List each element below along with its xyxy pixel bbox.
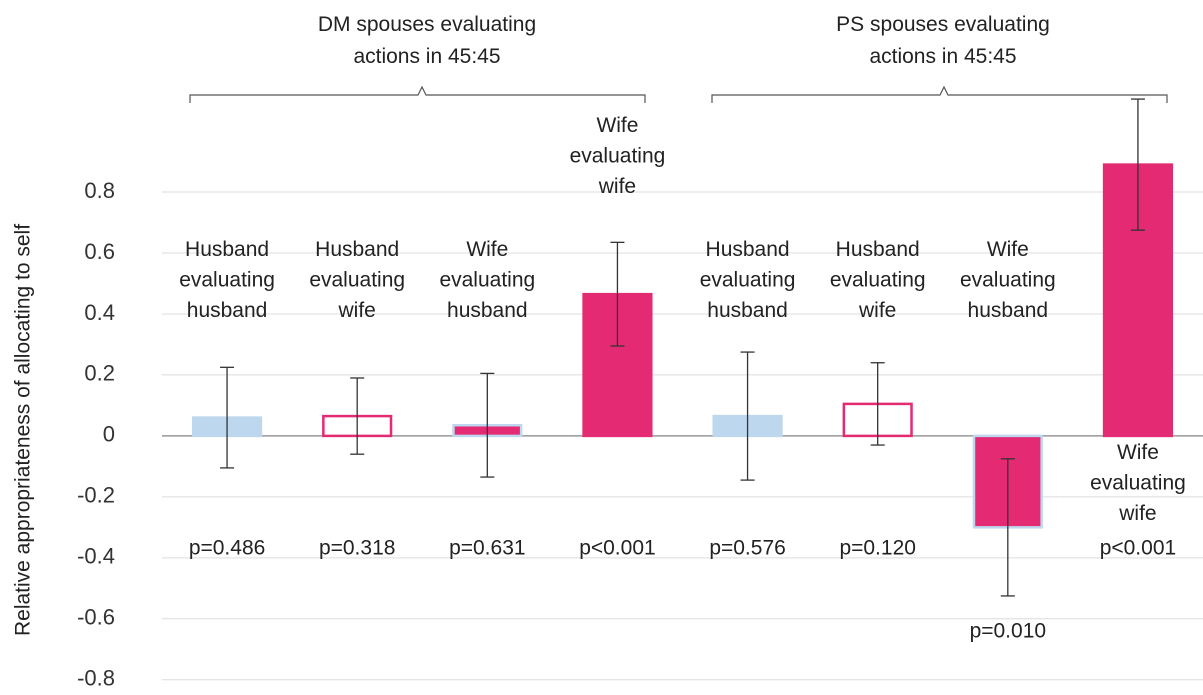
category-label-line: husband: [707, 299, 788, 322]
p-value: p=0.486: [189, 537, 266, 560]
category-label: Husband evaluating husband: [700, 238, 796, 322]
p-value: p<0.001: [1100, 537, 1177, 560]
p-value: p<0.001: [579, 537, 656, 560]
category-label-line: wife: [1118, 502, 1156, 525]
error-bar: [610, 241, 625, 347]
y-tick-label: -0.8: [77, 666, 115, 691]
category-label: Husband evaluating wife: [830, 238, 926, 322]
y-tick-label: -0.6: [77, 605, 115, 630]
category-label: Husband evaluating wife: [309, 238, 405, 322]
error-bar: [350, 377, 365, 455]
error-bar: [1000, 458, 1015, 597]
category-label-line: husband: [447, 299, 528, 322]
y-tick-label: 0.4: [84, 300, 115, 325]
group-label: DM spouses evaluating actions in 45:45: [318, 13, 536, 68]
p-value: p=0.120: [839, 537, 916, 560]
group-label-line: DM spouses evaluating: [318, 13, 536, 36]
category-label-line: Husband: [185, 238, 269, 261]
y-tick-label: 0.8: [84, 178, 115, 203]
group-label-line: PS spouses evaluating: [836, 13, 1050, 36]
y-tick-label: 0.6: [84, 239, 115, 264]
category-label: Husband evaluating husband: [179, 238, 275, 322]
category-label-line: wife: [598, 175, 636, 198]
category-label-line: evaluating: [700, 268, 796, 291]
category-label-line: Wife: [466, 238, 508, 261]
group-label-line: actions in 45:45: [353, 45, 500, 68]
y-axis-label: Relative appropriateness of allocating t…: [12, 224, 35, 636]
category-label-line: Wife: [987, 238, 1029, 261]
category-label-line: evaluating: [1090, 471, 1186, 494]
category-label-line: Husband: [706, 238, 790, 261]
category-label-line: Wife: [1117, 441, 1159, 464]
y-tick-label: -0.2: [77, 483, 115, 508]
p-value: p=0.010: [970, 620, 1047, 643]
error-bar: [1130, 98, 1145, 231]
group-brace: [711, 85, 1168, 103]
error-bar: [480, 372, 495, 478]
error-bar: [870, 362, 885, 446]
category-label-line: evaluating: [179, 268, 275, 291]
group-brace: [189, 85, 646, 103]
category-label-line: husband: [187, 299, 268, 322]
category-label-line: evaluating: [830, 268, 926, 291]
category-label-line: wife: [338, 299, 376, 322]
group-label-line: actions in 45:45: [869, 45, 1016, 68]
y-tick-label: 0.2: [84, 361, 115, 386]
category-label: Wife evaluating husband: [439, 238, 535, 322]
y-tick-label: 0: [103, 422, 115, 447]
y-tick-label: -0.4: [77, 544, 115, 569]
category-label-line: Husband: [315, 238, 399, 261]
p-value: p=0.631: [449, 537, 526, 560]
category-label: Wife evaluating wife: [570, 114, 666, 198]
category-label-line: evaluating: [439, 268, 535, 291]
category-label-line: evaluating: [960, 268, 1056, 291]
category-label-line: husband: [968, 299, 1049, 322]
group-label: PS spouses evaluating actions in 45:45: [836, 13, 1050, 68]
error-bar: [220, 366, 235, 469]
category-label: Wife evaluating husband: [960, 238, 1056, 322]
category-label-line: evaluating: [309, 268, 405, 291]
category-label-line: wife: [858, 299, 896, 322]
error-bar: [740, 351, 755, 481]
category-label: Wife evaluating wife: [1090, 441, 1186, 525]
category-label-line: Wife: [596, 114, 638, 137]
p-value: p=0.576: [709, 537, 786, 560]
category-label-line: evaluating: [570, 144, 666, 167]
category-label-line: Husband: [836, 238, 920, 261]
p-value: p=0.318: [319, 537, 396, 560]
